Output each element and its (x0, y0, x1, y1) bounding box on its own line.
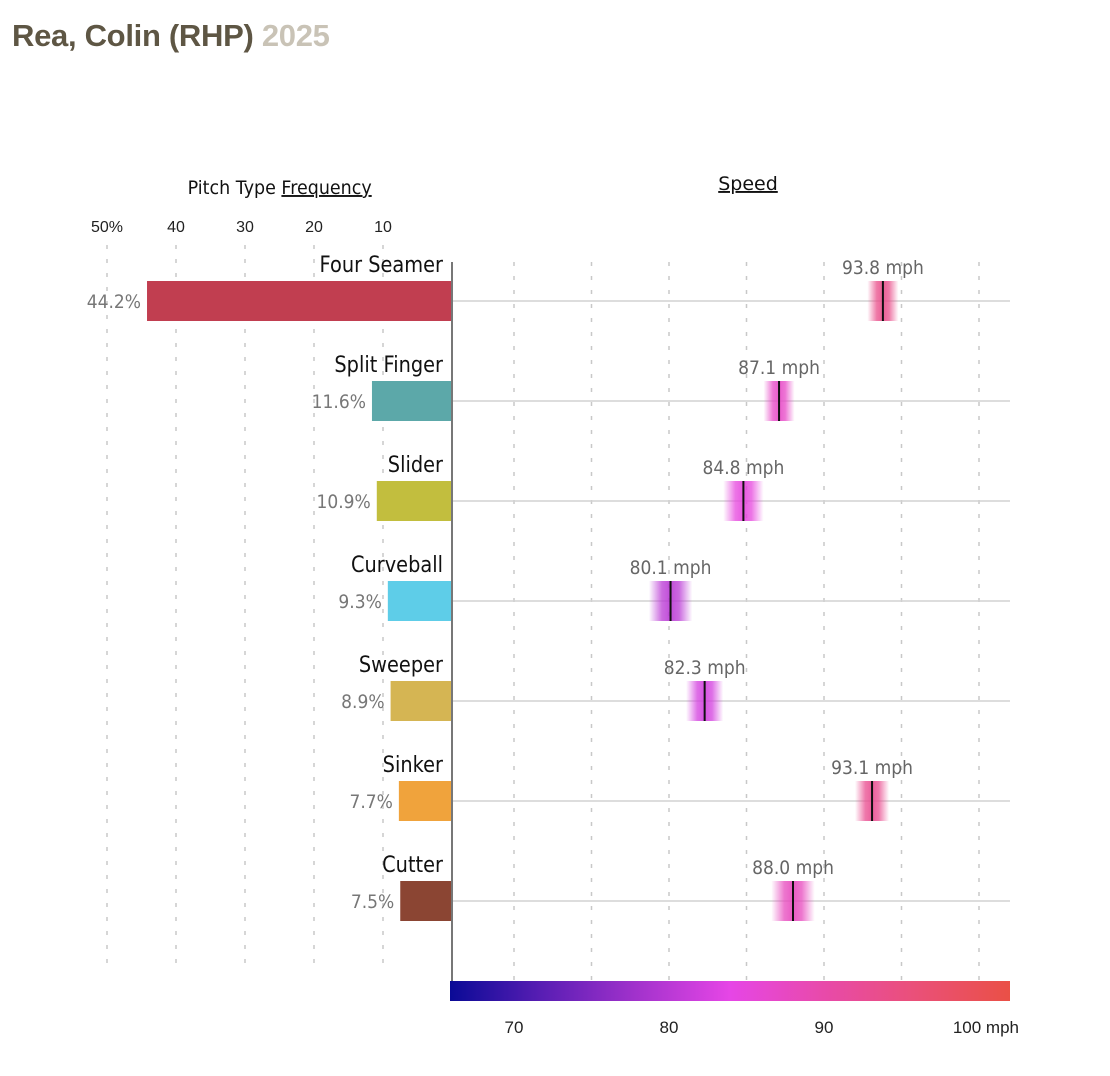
frequency-value-label: 8.9% (341, 691, 384, 713)
season-year: 2025 (261, 18, 330, 53)
pitch-name-label[interactable]: Split Finger (334, 352, 443, 377)
pitch-rows: Four Seamer 44.2% 93.8 mph Split Finger 11.6… (87, 252, 1010, 921)
frequency-value-label: 10.9% (316, 491, 370, 513)
speed-tick-label: 90 (815, 1018, 834, 1037)
frequency-tick-label: 30 (236, 219, 254, 236)
frequency-bar (371, 381, 452, 421)
pitch-name-label[interactable]: Cutter (382, 852, 443, 877)
frequency-tick-labels: 50% 40 30 20 10 (91, 219, 392, 236)
speed-value-label: 80.1 mph (630, 557, 712, 579)
pitch-row-curveball: Curveball 9.3% 80.1 mph (338, 552, 1010, 621)
pitch-row-four-seamer: Four Seamer 44.2% 93.8 mph (87, 252, 1010, 321)
pitch-name-label[interactable]: Sinker (383, 752, 444, 777)
page-title: Rea, Colin (RHP) 2025 (12, 18, 330, 54)
frequency-tick-label: 50% (91, 219, 123, 236)
frequency-value-label: 7.7% (349, 791, 392, 813)
frequency-tick-label: 10 (374, 219, 392, 236)
speed-tick-label: 100 mph (953, 1018, 1019, 1037)
pitch-row-cutter: Cutter 7.5% 88.0 mph (351, 852, 1010, 921)
speed-title[interactable]: Speed (718, 173, 778, 195)
speed-value-label: 93.1 mph (831, 757, 913, 779)
frequency-value-label: 44.2% (87, 291, 141, 313)
frequency-value-label: 9.3% (338, 591, 381, 613)
speed-tick-label: 70 (505, 1018, 524, 1037)
speed-colorbar (450, 981, 1010, 1001)
pitch-row-sweeper: Sweeper 8.9% 82.3 mph (341, 652, 1010, 721)
frequency-tick-label: 40 (167, 219, 185, 236)
frequency-title: Pitch Type Frequency (188, 177, 372, 199)
frequency-title-prefix: Pitch Type (188, 177, 282, 199)
speed-value-label: 93.8 mph (842, 257, 924, 279)
speed-tick-labels: 70 80 90 100 mph (505, 1018, 1019, 1037)
pitch-name-label[interactable]: Slider (388, 452, 444, 477)
pitch-row-slider: Slider 10.9% 84.8 mph (316, 452, 1010, 521)
pitch-name-label[interactable]: Curveball (351, 552, 443, 577)
pitch-name-label[interactable]: Four Seamer (320, 252, 444, 277)
frequency-title-link[interactable]: Frequency (281, 177, 371, 199)
frequency-tick-label: 20 (305, 219, 323, 236)
speed-value-label: 87.1 mph (738, 357, 820, 379)
frequency-value-label: 7.5% (351, 891, 394, 913)
frequency-bar (147, 281, 452, 321)
speed-value-label: 84.8 mph (702, 457, 784, 479)
pitch-row-sinker: Sinker 7.7% 93.1 mph (349, 752, 1010, 821)
frequency-bar (398, 781, 452, 821)
frequency-bar (376, 481, 452, 521)
speed-value-label: 82.3 mph (664, 657, 746, 679)
pitch-row-split-finger: Split Finger 11.6% 87.1 mph (312, 352, 1010, 421)
frequency-bar (400, 881, 452, 921)
frequency-value-label: 11.6% (312, 391, 366, 413)
speed-tick-label: 80 (660, 1018, 679, 1037)
pitch-name-label[interactable]: Sweeper (359, 652, 444, 677)
frequency-gridlines (106, 245, 384, 972)
frequency-bar (387, 581, 452, 621)
speed-value-label: 88.0 mph (752, 857, 834, 879)
player-name: Rea, Colin (RHP) (12, 18, 254, 53)
frequency-bar (390, 681, 452, 721)
